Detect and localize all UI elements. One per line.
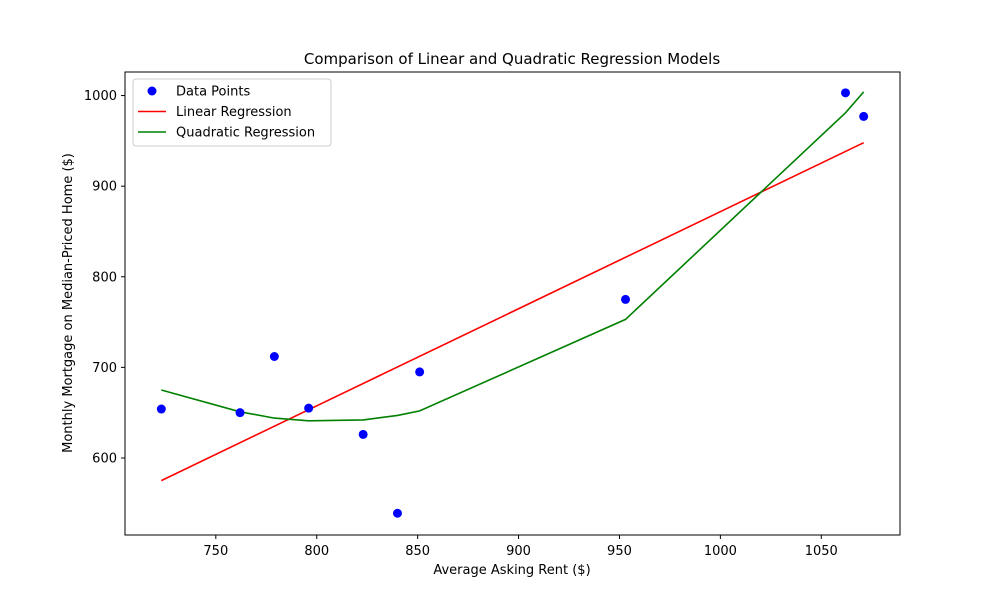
y-tick-label: 700 <box>92 361 117 376</box>
legend-box <box>132 78 332 147</box>
data-point <box>415 367 425 377</box>
chart-title: Comparison of Linear and Quadratic Regre… <box>304 50 720 68</box>
x-axis-ticks: 750 800 850 900 950 1000 1050 <box>203 535 838 559</box>
plot-area <box>124 71 901 536</box>
y-tick-label: 800 <box>92 270 117 285</box>
legend-label: Quadratic Regression <box>176 126 315 141</box>
data-point <box>841 88 851 98</box>
series-layer <box>156 88 869 518</box>
legend-label: Data Points <box>176 85 250 100</box>
x-tick-label: 1050 <box>805 544 838 559</box>
x-tick-label: 950 <box>607 544 632 559</box>
y-tick-label: 1000 <box>84 89 117 104</box>
data-point <box>235 408 245 418</box>
y-tick-label: 600 <box>92 451 117 466</box>
x-tick-label: 800 <box>304 544 329 559</box>
data-point <box>859 111 869 121</box>
data-point <box>304 403 314 413</box>
x-tick-label: 900 <box>506 544 531 559</box>
x-tick-label: 850 <box>405 544 430 559</box>
data-point <box>156 404 166 414</box>
data-point <box>269 352 279 362</box>
series-line-quadratic-regression <box>161 91 865 422</box>
data-point <box>621 294 631 304</box>
x-axis-label: Average Asking Rent ($) <box>433 563 590 578</box>
x-tick-label: 1000 <box>704 544 737 559</box>
legend-label: Linear Regression <box>176 105 292 120</box>
series-line-linear-regression <box>160 141 865 482</box>
x-tick-label: 750 <box>203 544 228 559</box>
data-point <box>358 429 368 439</box>
data-point <box>392 508 402 518</box>
y-axis-ticks: 600 700 800 900 1000 <box>84 89 125 466</box>
legend: Data Points Linear Regression Quadratic Re… <box>132 78 332 147</box>
y-tick-label: 900 <box>92 180 117 195</box>
legend-marker <box>147 86 157 96</box>
y-axis-label: Monthly Mortgage on Median-Priced Home (… <box>61 153 76 453</box>
